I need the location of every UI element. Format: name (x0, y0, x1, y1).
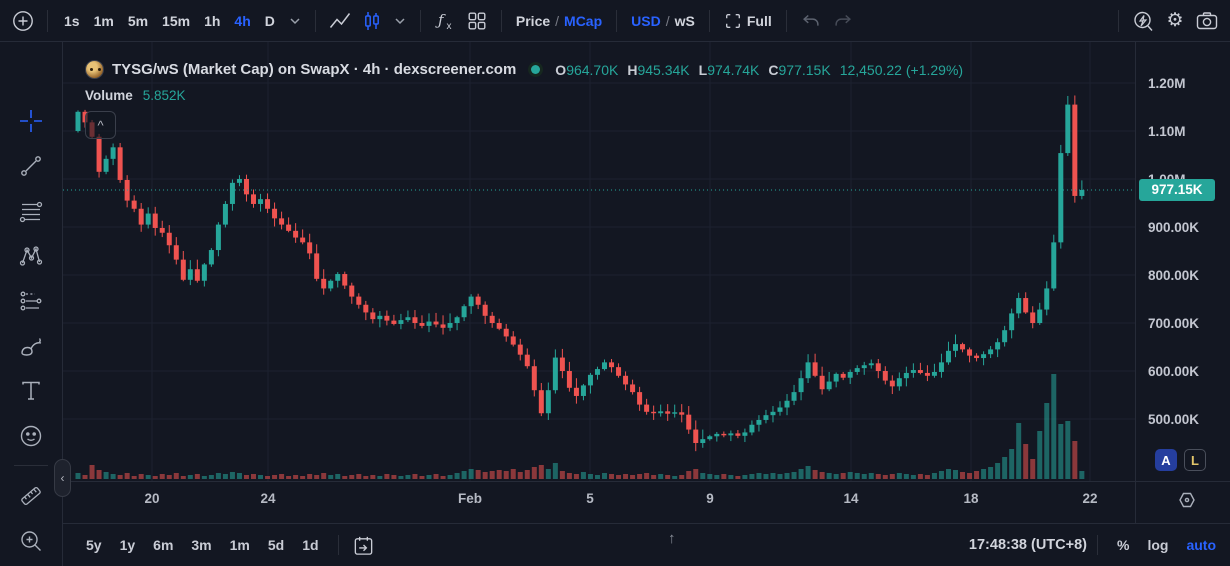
svg-text:x: x (446, 21, 451, 32)
time-tick-label: 14 (843, 491, 859, 506)
chart-style-chevron-down-icon[interactable] (389, 6, 411, 36)
fib-retracement-tool-icon[interactable] (17, 197, 45, 225)
line-chart-style-icon[interactable] (325, 6, 355, 36)
time-tick-label: 9 (706, 491, 714, 506)
volume-value: 5.852K (142, 88, 186, 103)
fullscreen-button[interactable]: Full (719, 7, 777, 35)
change-value: 12,450.22 (+1.29%) (839, 61, 964, 78)
price-tick-label: 900.00K (1148, 220, 1200, 235)
time-axis[interactable]: 20 24 Feb 5 9 14 18 22 (63, 482, 1230, 523)
auto-scale-toggle[interactable]: auto (1186, 537, 1216, 553)
log-scale-button[interactable]: log (1147, 537, 1169, 553)
chevron-up-icon: ^ (97, 117, 104, 133)
range-group: 5y 1y 6m 3m 1m 5d 1d (77, 532, 328, 558)
range-1y[interactable]: 1y (119, 537, 136, 553)
chart-title[interactable]: TYSG/wS (Market Cap) on SwapX · 4h · dex… (112, 61, 517, 78)
close-value: 977.15K (778, 61, 831, 78)
brush-tool-icon[interactable] (17, 332, 45, 360)
camera-snapshot-icon[interactable] (1192, 6, 1222, 36)
price-axis[interactable]: 977.15K A L 1.20M1.10M1.00M900.00K800.00… (1136, 42, 1230, 481)
ohlc-readout: O964.70K H945.34K L974.74K C977.15K 12,4… (555, 61, 964, 78)
candlestick-chart (63, 42, 1135, 481)
chart-legend: TYSG/wS (Market Cap) on SwapX · 4h · dex… (85, 60, 963, 139)
xabcd-pattern-tool-icon[interactable] (17, 242, 45, 270)
price-tick-label: 800.00K (1148, 268, 1200, 283)
measure-ruler-tool-icon[interactable] (17, 482, 45, 510)
range-5d[interactable]: 5d (267, 537, 285, 553)
ws-option[interactable]: wS (674, 12, 695, 29)
mcap-option[interactable]: MCap (564, 12, 603, 29)
current-price-badge: 977.15K (1139, 178, 1215, 201)
timeframe-5m[interactable]: 5m (127, 12, 149, 29)
text-tool-icon[interactable] (17, 377, 45, 405)
time-tick-label: 22 (1082, 491, 1098, 506)
time-tick-label: 18 (963, 491, 979, 506)
redo-icon[interactable] (828, 6, 858, 36)
timeframe-D[interactable]: D (264, 12, 275, 29)
range-3m[interactable]: 3m (191, 537, 212, 553)
price-tick-label: 700.00K (1148, 316, 1200, 331)
svg-text:ƒ: ƒ (435, 11, 446, 29)
undo-icon[interactable] (796, 6, 826, 36)
timeframe-1s[interactable]: 1s (64, 12, 80, 29)
timeframe-15m[interactable]: 15m (162, 12, 191, 29)
lock-scale-button[interactable]: L (1184, 449, 1206, 471)
emoji-tool-icon[interactable] (17, 422, 45, 450)
open-value: 964.70K (566, 61, 619, 78)
add-symbol-icon[interactable] (8, 6, 38, 36)
price-tick-label: 1.10M (1148, 124, 1186, 139)
usd-ws-toggle[interactable]: USD / wS (631, 12, 695, 29)
timeframe-1m[interactable]: 1m (93, 12, 114, 29)
timeframe-chevron-down-icon[interactable] (284, 6, 306, 36)
range-6m[interactable]: 6m (153, 537, 174, 553)
time-tick-label: 20 (144, 491, 160, 506)
token-logo (85, 60, 104, 79)
candlestick-style-icon[interactable] (357, 6, 387, 36)
projection-tool-icon[interactable] (17, 287, 45, 315)
usd-option[interactable]: USD (631, 12, 661, 29)
live-status-dot-icon (528, 62, 544, 77)
auto-scale-button[interactable]: A (1155, 449, 1177, 471)
price-mcap-toggle[interactable]: Price / MCap (515, 12, 603, 29)
price-tick-label: 500.00K (1148, 412, 1200, 427)
go-to-date-icon[interactable] (349, 530, 379, 560)
range-5y[interactable]: 5y (86, 537, 102, 553)
legend-collapse-button[interactable]: ^ (85, 111, 116, 139)
layout-grid-icon[interactable] (462, 6, 492, 36)
drawing-tools-sidebar (0, 41, 62, 566)
scroll-up-arrow-icon: ↑ (668, 530, 676, 547)
settings-gear-icon[interactable]: ⚙ (1166, 10, 1184, 31)
volume-label[interactable]: Volume (85, 88, 133, 103)
price-tick-label: 600.00K (1148, 364, 1200, 379)
flash-search-icon[interactable] (1128, 6, 1158, 36)
fullscreen-brackets-icon (725, 13, 740, 28)
zoom-in-tool-icon[interactable] (17, 527, 45, 555)
time-tick-label: Feb (457, 491, 482, 506)
timeframe-group: 1s 1m 5m 15m 1h 4h D (57, 7, 282, 35)
price-option[interactable]: Price (515, 12, 551, 29)
price-tick-label: 1.20M (1148, 76, 1186, 91)
instrument-settings-hexagon-icon[interactable] (1177, 490, 1197, 515)
chart-plot-area[interactable] (63, 42, 1135, 481)
low-value: 974.74K (707, 61, 760, 78)
trend-line-tool-icon[interactable] (17, 152, 45, 180)
range-1m[interactable]: 1m (229, 537, 250, 553)
time-tick-label: 24 (260, 491, 276, 506)
range-1d[interactable]: 1d (302, 537, 319, 553)
sidebar-collapse-handle[interactable]: ‹ (54, 459, 71, 497)
clock-timezone[interactable]: 17:48:38 (UTC+8) (968, 537, 1087, 553)
bottom-toolbar: 5y 1y 6m 3m 1m 5d 1d ↑ 17:48:38 (UTC+8) % log … (63, 524, 1230, 566)
crosshair-tool-icon[interactable] (17, 107, 45, 135)
percent-scale-button[interactable]: % (1116, 537, 1130, 553)
high-value: 945.34K (637, 61, 690, 78)
time-tick-label: 5 (586, 491, 594, 506)
chevron-left-icon: ‹ (60, 471, 65, 485)
timeframe-4h[interactable]: 4h (234, 12, 251, 29)
timeframe-1h[interactable]: 1h (204, 12, 221, 29)
